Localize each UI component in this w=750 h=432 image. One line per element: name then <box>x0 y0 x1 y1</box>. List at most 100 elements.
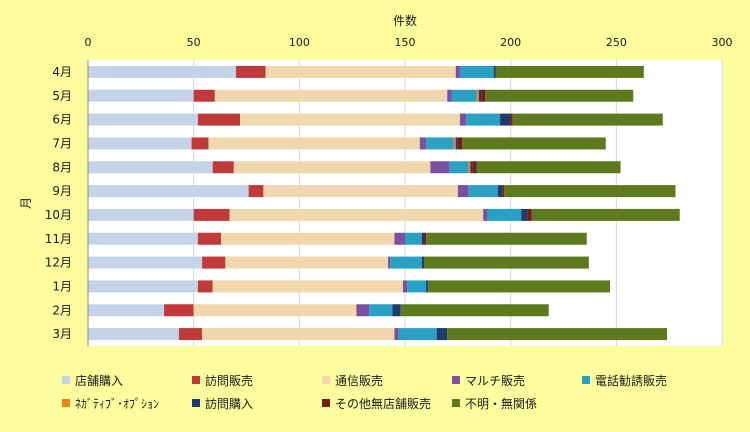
bar-segment <box>512 113 663 126</box>
bar-segment <box>400 304 549 317</box>
bar-segment <box>193 208 230 221</box>
legend-label: その他無店舗販売 <box>335 396 431 411</box>
x-tick-label: 200 <box>500 36 521 49</box>
bar-segment <box>208 137 420 150</box>
bar-segment <box>478 89 482 102</box>
bar-segment <box>457 137 463 150</box>
bar-segment <box>510 113 513 126</box>
bar-segment <box>455 65 460 78</box>
y-tick-label: 12月 <box>45 256 72 270</box>
bar-segment <box>394 328 399 341</box>
bar-segment <box>521 208 528 221</box>
bar-segment <box>421 256 425 269</box>
legend-swatch <box>322 376 330 384</box>
bar-segment <box>487 208 522 221</box>
bar-segment <box>453 137 456 150</box>
bar-segment <box>459 65 494 78</box>
y-tick-label: 11月 <box>45 232 72 246</box>
bar-segment <box>193 89 215 102</box>
legend-label: 不明・無関係 <box>465 396 537 411</box>
legend-label: ﾈｶﾞﾃｨﾌﾞ･ｵﾌﾟｼｮﾝ <box>75 397 159 411</box>
bar-segment <box>502 185 505 198</box>
bar-segment <box>240 113 460 126</box>
bar-segment <box>459 113 467 126</box>
legend-swatch <box>582 376 590 384</box>
bar-segment <box>88 280 198 293</box>
x-tick-label: 250 <box>606 36 627 49</box>
x-tick-label: 100 <box>289 36 310 49</box>
bar-segment <box>388 256 391 269</box>
bar-segment <box>428 280 610 293</box>
y-tick-label: 4月 <box>52 65 72 79</box>
bar-segment <box>197 232 222 245</box>
bar-segment <box>451 89 477 102</box>
bar-segment <box>214 89 448 102</box>
legend-swatch <box>192 376 200 384</box>
y-tick-label: 10月 <box>45 208 72 222</box>
bar-segment <box>483 208 488 221</box>
y-tick-label: 5月 <box>52 89 72 103</box>
bar-segment <box>221 232 395 245</box>
bar-segment <box>476 161 621 174</box>
legend-label: 訪問購入 <box>205 396 253 411</box>
bar-segment <box>88 208 194 221</box>
bar-segment <box>193 304 357 317</box>
bar-segment <box>164 304 194 317</box>
bar-segment <box>248 185 264 198</box>
bar-segment <box>449 161 469 174</box>
bar-segment <box>405 232 422 245</box>
legend-label: 店舗購入 <box>75 374 123 388</box>
y-tick-label: 6月 <box>52 113 72 127</box>
bar-segment <box>466 113 501 126</box>
bar-segment <box>426 232 587 245</box>
bar-segment <box>88 185 249 198</box>
bar-segment <box>197 280 213 293</box>
bar-segment <box>88 256 203 269</box>
x-tick-label: 300 <box>712 36 733 49</box>
legend-swatch <box>192 399 200 407</box>
legend-swatch <box>62 399 70 407</box>
bar-segment <box>398 328 437 341</box>
bar-segment <box>468 185 498 198</box>
bar-segment <box>447 89 452 102</box>
bar-segment <box>263 185 458 198</box>
x-axis-title: 件数 <box>393 13 417 28</box>
bar-segment <box>356 304 370 317</box>
bar-segment <box>191 137 209 150</box>
bar-segment <box>197 113 241 126</box>
bar-segment <box>436 328 448 341</box>
bar-segment <box>88 137 192 150</box>
bar-segment <box>402 280 408 293</box>
bar-segment <box>225 256 389 269</box>
x-tick-label: 50 <box>187 36 201 49</box>
y-tick-label: 8月 <box>52 160 72 174</box>
bar-segment <box>202 328 395 341</box>
bar-segment <box>424 232 427 245</box>
bar-segment <box>455 137 458 150</box>
legend-swatch <box>322 399 330 407</box>
bar-segment <box>462 137 606 150</box>
bar-segment <box>421 232 425 245</box>
bar-segment <box>419 137 427 150</box>
y-tick-label: 2月 <box>52 303 72 317</box>
legend-label: 訪問販売 <box>205 373 253 388</box>
bar-segment <box>394 232 405 245</box>
legend-swatch <box>452 399 460 407</box>
bar-segment <box>212 280 403 293</box>
legend-label: 通信販売 <box>335 373 383 388</box>
bar-segment <box>457 185 469 198</box>
bar-segment <box>426 137 454 150</box>
bar-segment <box>447 328 668 341</box>
bar-segment <box>481 89 486 102</box>
legend-label: マルチ販売 <box>465 373 525 388</box>
y-tick-label: 1月 <box>52 279 72 293</box>
bar-segment <box>500 113 511 126</box>
bar-segment <box>88 113 198 126</box>
bar-segment <box>88 232 198 245</box>
bar-segment <box>202 256 226 269</box>
bar-segment <box>229 208 484 221</box>
bar-segment <box>178 328 203 341</box>
bar-segment <box>476 89 479 102</box>
